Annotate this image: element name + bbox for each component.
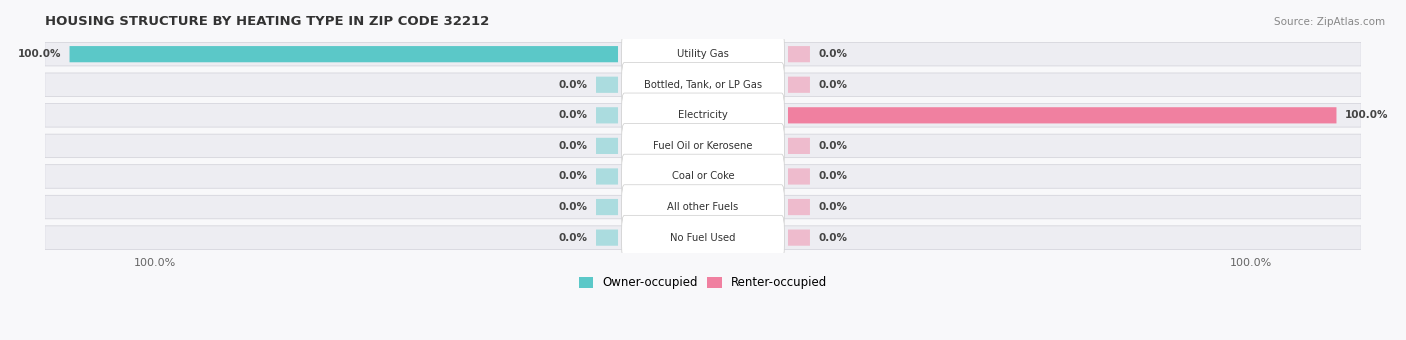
FancyBboxPatch shape	[596, 199, 619, 215]
Text: 0.0%: 0.0%	[558, 110, 588, 120]
FancyBboxPatch shape	[787, 138, 810, 154]
FancyBboxPatch shape	[45, 226, 1361, 250]
Text: Coal or Coke: Coal or Coke	[672, 171, 734, 182]
FancyBboxPatch shape	[621, 93, 785, 138]
Text: 0.0%: 0.0%	[558, 233, 588, 243]
Text: Fuel Oil or Kerosene: Fuel Oil or Kerosene	[654, 141, 752, 151]
Text: 0.0%: 0.0%	[558, 202, 588, 212]
FancyBboxPatch shape	[787, 199, 810, 215]
FancyBboxPatch shape	[596, 230, 619, 246]
FancyBboxPatch shape	[787, 168, 810, 185]
FancyBboxPatch shape	[69, 46, 619, 62]
FancyBboxPatch shape	[596, 168, 619, 185]
FancyBboxPatch shape	[787, 230, 810, 246]
Text: Bottled, Tank, or LP Gas: Bottled, Tank, or LP Gas	[644, 80, 762, 90]
FancyBboxPatch shape	[787, 76, 810, 93]
Text: 0.0%: 0.0%	[558, 171, 588, 182]
Text: HOUSING STRUCTURE BY HEATING TYPE IN ZIP CODE 32212: HOUSING STRUCTURE BY HEATING TYPE IN ZIP…	[45, 15, 489, 28]
FancyBboxPatch shape	[596, 76, 619, 93]
FancyBboxPatch shape	[621, 215, 785, 260]
FancyBboxPatch shape	[45, 195, 1361, 219]
Text: 0.0%: 0.0%	[818, 233, 848, 243]
FancyBboxPatch shape	[787, 46, 810, 62]
Text: No Fuel Used: No Fuel Used	[671, 233, 735, 243]
Text: Electricity: Electricity	[678, 110, 728, 120]
Text: Utility Gas: Utility Gas	[678, 49, 728, 59]
Text: Source: ZipAtlas.com: Source: ZipAtlas.com	[1274, 17, 1385, 27]
FancyBboxPatch shape	[621, 32, 785, 76]
Text: 0.0%: 0.0%	[818, 141, 848, 151]
Text: All other Fuels: All other Fuels	[668, 202, 738, 212]
FancyBboxPatch shape	[787, 107, 1337, 123]
FancyBboxPatch shape	[45, 42, 1361, 66]
FancyBboxPatch shape	[45, 165, 1361, 188]
FancyBboxPatch shape	[621, 154, 785, 199]
FancyBboxPatch shape	[621, 124, 785, 168]
Text: 0.0%: 0.0%	[558, 80, 588, 90]
Text: 0.0%: 0.0%	[818, 80, 848, 90]
FancyBboxPatch shape	[45, 73, 1361, 97]
Text: 100.0%: 100.0%	[18, 49, 62, 59]
Text: 0.0%: 0.0%	[818, 171, 848, 182]
FancyBboxPatch shape	[45, 104, 1361, 127]
Legend: Owner-occupied, Renter-occupied: Owner-occupied, Renter-occupied	[574, 272, 832, 294]
FancyBboxPatch shape	[45, 134, 1361, 158]
FancyBboxPatch shape	[596, 107, 619, 123]
FancyBboxPatch shape	[596, 138, 619, 154]
Text: 0.0%: 0.0%	[818, 49, 848, 59]
Text: 0.0%: 0.0%	[818, 202, 848, 212]
FancyBboxPatch shape	[621, 185, 785, 229]
FancyBboxPatch shape	[621, 63, 785, 107]
Text: 100.0%: 100.0%	[1344, 110, 1388, 120]
Text: 0.0%: 0.0%	[558, 141, 588, 151]
